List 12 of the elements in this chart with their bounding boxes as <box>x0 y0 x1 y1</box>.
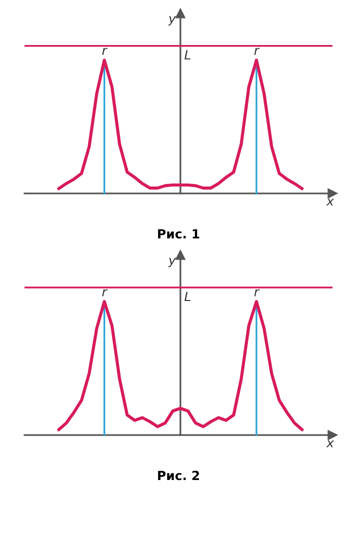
text: r <box>254 289 260 296</box>
y-axis-title: y <box>168 258 176 268</box>
annotation: r <box>102 48 108 55</box>
x-axis-title: x <box>326 198 334 206</box>
x-axis-title: x <box>326 440 334 448</box>
text: Рис. 2 <box>158 470 199 480</box>
ref-line-label: L <box>184 292 190 302</box>
text: r <box>254 48 260 55</box>
ref-line-label: L <box>184 50 190 60</box>
annotation: r <box>102 289 108 296</box>
y-axis-title: y <box>168 16 176 26</box>
text: Рис. 1 <box>158 229 200 239</box>
